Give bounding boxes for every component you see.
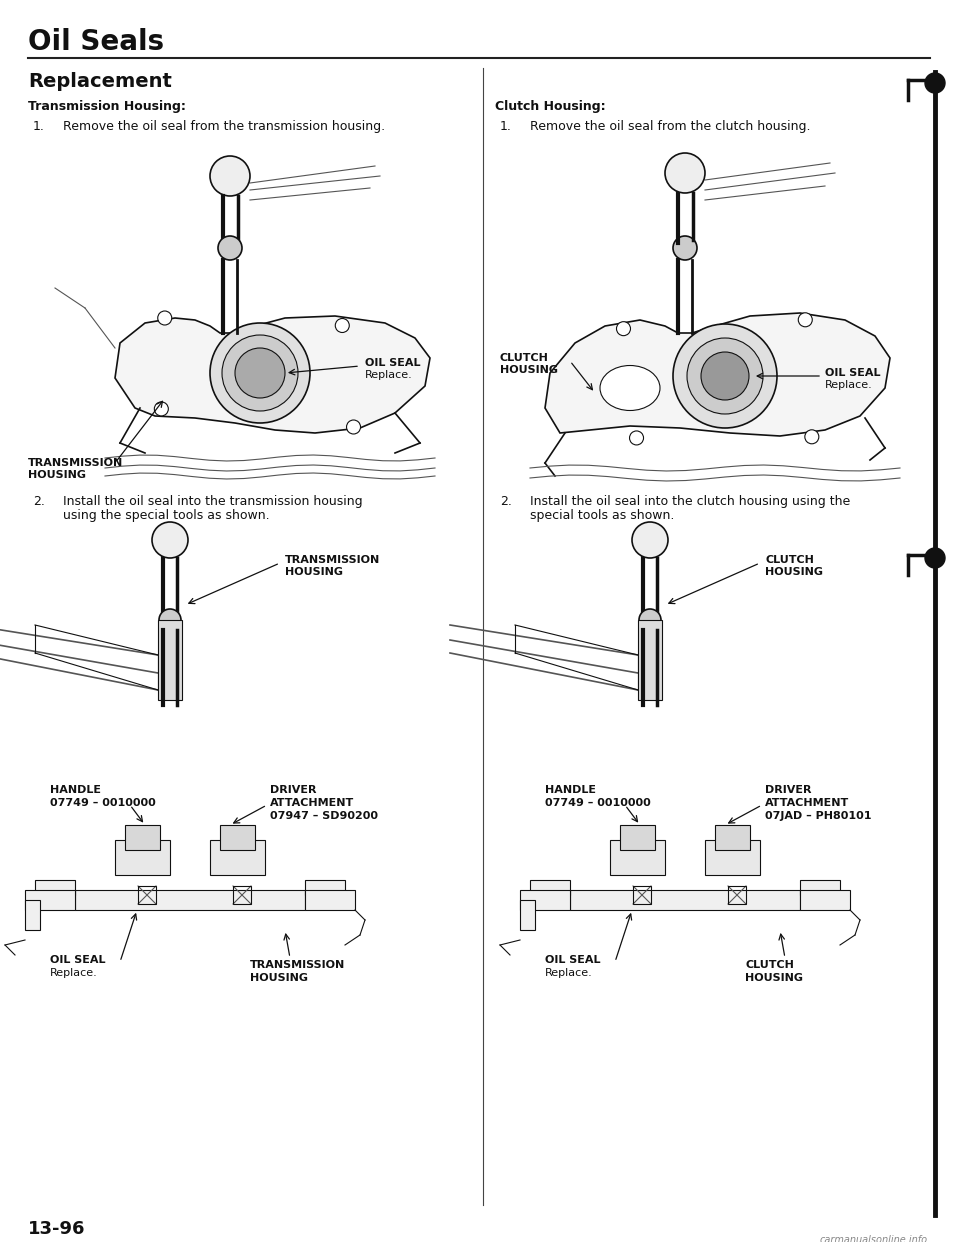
Circle shape — [673, 236, 697, 260]
Circle shape — [235, 348, 285, 397]
Circle shape — [630, 431, 643, 445]
Bar — [800, 891, 850, 910]
Circle shape — [157, 310, 172, 325]
Circle shape — [210, 323, 310, 424]
Text: 07749 – 0010000: 07749 – 0010000 — [50, 799, 156, 809]
Text: 2.: 2. — [500, 496, 512, 508]
Bar — [728, 886, 746, 904]
Text: TRANSMISSION: TRANSMISSION — [28, 458, 123, 468]
Bar — [570, 891, 800, 910]
Circle shape — [222, 335, 298, 411]
Circle shape — [335, 318, 349, 333]
Text: 07749 – 0010000: 07749 – 0010000 — [545, 799, 651, 809]
Bar — [115, 840, 170, 876]
Circle shape — [804, 430, 819, 443]
Circle shape — [799, 313, 812, 327]
Text: OIL SEAL: OIL SEAL — [50, 955, 106, 965]
Circle shape — [925, 548, 945, 568]
Text: ATTACHMENT: ATTACHMENT — [270, 799, 354, 809]
Bar — [233, 886, 251, 904]
Text: Transmission Housing:: Transmission Housing: — [28, 101, 186, 113]
Text: Install the oil seal into the transmission housing: Install the oil seal into the transmissi… — [63, 496, 363, 508]
Text: TRANSMISSION: TRANSMISSION — [285, 555, 380, 565]
Bar — [620, 825, 655, 850]
Text: Replacement: Replacement — [28, 72, 172, 91]
Circle shape — [616, 322, 631, 335]
Bar — [800, 881, 840, 895]
Text: using the special tools as shown.: using the special tools as shown. — [63, 509, 270, 522]
Text: HOUSING: HOUSING — [745, 972, 803, 982]
Text: TRANSMISSION: TRANSMISSION — [250, 960, 346, 970]
Text: 2.: 2. — [33, 496, 45, 508]
Text: special tools as shown.: special tools as shown. — [530, 509, 674, 522]
Text: Install the oil seal into the clutch housing using the: Install the oil seal into the clutch hou… — [530, 496, 851, 508]
Text: 1.: 1. — [33, 120, 45, 133]
Text: Replace.: Replace. — [825, 380, 873, 390]
Text: 1.: 1. — [500, 120, 512, 133]
Polygon shape — [545, 313, 890, 436]
Text: 13-96: 13-96 — [28, 1220, 85, 1238]
Circle shape — [673, 324, 777, 428]
Polygon shape — [115, 315, 430, 433]
Ellipse shape — [600, 365, 660, 411]
Text: HOUSING: HOUSING — [28, 469, 86, 479]
Text: HOUSING: HOUSING — [765, 568, 823, 578]
Bar — [35, 881, 75, 895]
Bar — [158, 620, 182, 700]
Text: HOUSING: HOUSING — [285, 568, 343, 578]
Bar — [530, 881, 570, 895]
Text: Replace.: Replace. — [365, 370, 413, 380]
Bar — [125, 825, 160, 850]
Text: 07JAD – PH80101: 07JAD – PH80101 — [765, 811, 872, 821]
Text: CLUTCH: CLUTCH — [745, 960, 794, 970]
Text: HANDLE: HANDLE — [545, 785, 596, 795]
Text: Replace.: Replace. — [50, 968, 98, 977]
Bar — [715, 825, 750, 850]
Text: HOUSING: HOUSING — [250, 972, 308, 982]
Circle shape — [152, 522, 188, 558]
Text: DRIVER: DRIVER — [270, 785, 317, 795]
Text: OIL SEAL: OIL SEAL — [825, 368, 880, 378]
Circle shape — [687, 338, 763, 414]
Circle shape — [218, 236, 242, 260]
Circle shape — [155, 402, 168, 416]
Bar — [75, 891, 305, 910]
Bar — [25, 891, 75, 910]
Circle shape — [639, 609, 661, 631]
Text: HANDLE: HANDLE — [50, 785, 101, 795]
Bar — [138, 886, 156, 904]
Circle shape — [210, 156, 250, 196]
Bar — [210, 840, 265, 876]
Circle shape — [632, 522, 668, 558]
Circle shape — [347, 420, 361, 433]
Bar — [520, 891, 570, 910]
Text: OIL SEAL: OIL SEAL — [365, 358, 420, 368]
Text: OIL SEAL: OIL SEAL — [545, 955, 601, 965]
Bar — [305, 881, 345, 895]
Text: HOUSING: HOUSING — [500, 365, 558, 375]
Bar — [705, 840, 760, 876]
Bar — [633, 886, 651, 904]
Bar — [25, 900, 40, 930]
Text: Remove the oil seal from the transmission housing.: Remove the oil seal from the transmissio… — [63, 120, 385, 133]
Text: ATTACHMENT: ATTACHMENT — [765, 799, 850, 809]
Bar — [520, 900, 535, 930]
Bar — [610, 840, 665, 876]
Circle shape — [925, 73, 945, 93]
Text: Replace.: Replace. — [545, 968, 592, 977]
Text: 07947 – SD90200: 07947 – SD90200 — [270, 811, 378, 821]
Text: CLUTCH: CLUTCH — [500, 353, 549, 363]
Text: Oil Seals: Oil Seals — [28, 29, 164, 56]
Text: Remove the oil seal from the clutch housing.: Remove the oil seal from the clutch hous… — [530, 120, 810, 133]
Bar — [638, 620, 662, 700]
Text: carmanualsonline.info: carmanualsonline.info — [820, 1235, 928, 1242]
Bar — [305, 891, 355, 910]
Circle shape — [701, 351, 749, 400]
Circle shape — [665, 153, 705, 193]
Text: DRIVER: DRIVER — [765, 785, 811, 795]
Text: CLUTCH: CLUTCH — [765, 555, 814, 565]
Circle shape — [159, 609, 181, 631]
Text: Clutch Housing:: Clutch Housing: — [495, 101, 606, 113]
Bar — [220, 825, 255, 850]
